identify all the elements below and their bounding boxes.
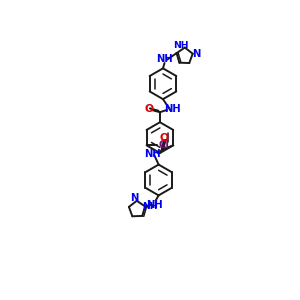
Text: NH: NH bbox=[142, 202, 158, 211]
Text: O: O bbox=[145, 104, 154, 114]
Text: N: N bbox=[130, 193, 139, 203]
Text: O: O bbox=[160, 133, 169, 142]
Text: NH: NH bbox=[144, 149, 161, 159]
Text: NH: NH bbox=[156, 54, 173, 64]
Text: NH: NH bbox=[164, 104, 181, 114]
Text: NH: NH bbox=[146, 200, 162, 210]
Text: NH: NH bbox=[173, 41, 189, 50]
Text: N: N bbox=[192, 49, 201, 59]
Text: Cl: Cl bbox=[158, 140, 169, 150]
